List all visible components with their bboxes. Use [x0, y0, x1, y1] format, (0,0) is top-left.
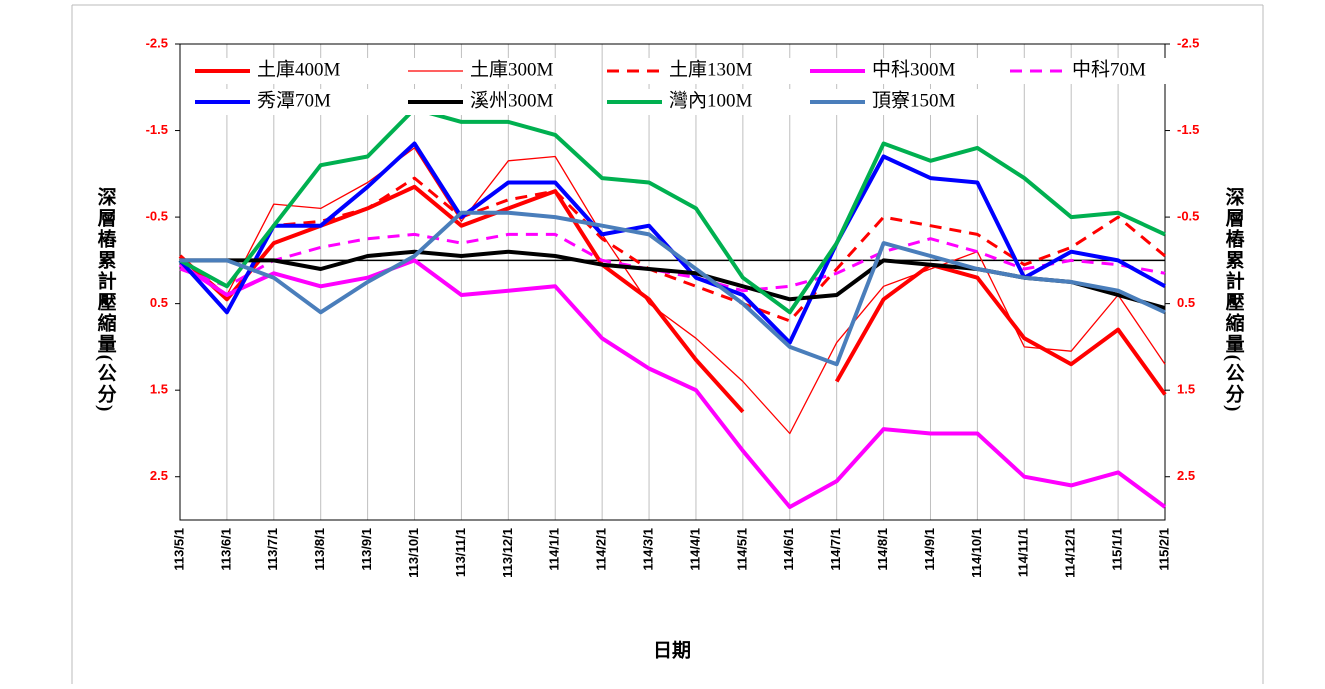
x-tick-label: 114/11/1: [1016, 528, 1031, 577]
legend-label: 中科70M: [1072, 58, 1146, 80]
series-line: [179, 176, 1166, 323]
x-tick-label: 114/8/1: [875, 528, 890, 571]
series-line: [179, 106, 1166, 315]
y2-tick-label: 2.5: [1177, 468, 1195, 483]
x-tick-label: 113/10/1: [406, 528, 421, 578]
y-axis-title: 深層樁累計壓縮量(公分): [95, 185, 117, 413]
legend-label: 土庫130M: [669, 58, 753, 80]
x-tick-label: 114/2/1: [594, 528, 609, 571]
x-tick-label: 114/4/1: [687, 528, 702, 571]
series-line: [178, 184, 1167, 414]
y2-tick-label: -1.5: [1177, 122, 1199, 137]
x-tick-label: 114/12/1: [1063, 528, 1078, 578]
x-tick-label: 114/9/1: [922, 528, 937, 571]
y2-tick-label: -2.5: [1177, 35, 1199, 50]
x-tick-label: 113/5/1: [171, 528, 186, 571]
plot-border: [179, 43, 1166, 521]
legend-label: 秀潭70M: [257, 89, 331, 111]
x-tick-label: 114/6/1: [781, 528, 796, 571]
x-tick-label: 113/11/1: [453, 528, 468, 577]
y2-axis-title: 深層樁累計壓縮量(公分): [1223, 185, 1245, 413]
series-line: [178, 258, 1167, 509]
y2-tick-label: 1.5: [1177, 382, 1195, 397]
x-tick-label: 115/2/1: [1156, 528, 1171, 571]
x-tick-label: 113/8/1: [312, 528, 327, 571]
y2-tick-label: 0.5: [1177, 295, 1195, 310]
series-line: [179, 147, 1166, 435]
x-tick-label: 114/5/1: [734, 528, 749, 571]
y2-tick-label: -0.5: [1177, 209, 1199, 224]
x-tick-label: 113/12/1: [500, 528, 515, 578]
legend-label: 中科300M: [872, 58, 956, 80]
series-line: [180, 210, 1166, 367]
legend-label: 灣內100M: [669, 89, 753, 111]
y-tick-label: 1.5: [150, 382, 168, 397]
legend-label: 土庫400M: [257, 58, 341, 80]
x-tick-label: 113/7/1: [265, 528, 280, 571]
x-tick-label: 115/1/1: [1110, 528, 1125, 571]
y-tick-label: 0.5: [150, 295, 168, 310]
legend-label: 土庫300M: [470, 58, 554, 80]
x-tick-label: 114/3/1: [640, 528, 655, 571]
legend-label: 頂寮150M: [872, 89, 956, 111]
x-tick-label: 114/1/1: [547, 528, 562, 571]
legend-label: 溪州300M: [470, 89, 554, 111]
x-tick-label: 114/7/1: [828, 528, 843, 571]
x-tick-label: 113/9/1: [359, 528, 374, 571]
y-tick-label: 2.5: [150, 468, 168, 483]
y-tick-label: -1.5: [146, 122, 168, 137]
x-tick-label: 113/6/1: [218, 528, 233, 571]
y-tick-label: -2.5: [146, 35, 168, 50]
x-tick-label: 114/10/1: [969, 528, 984, 578]
y-tick-label: -0.5: [146, 209, 168, 224]
x-axis-title: 日期: [653, 639, 691, 661]
